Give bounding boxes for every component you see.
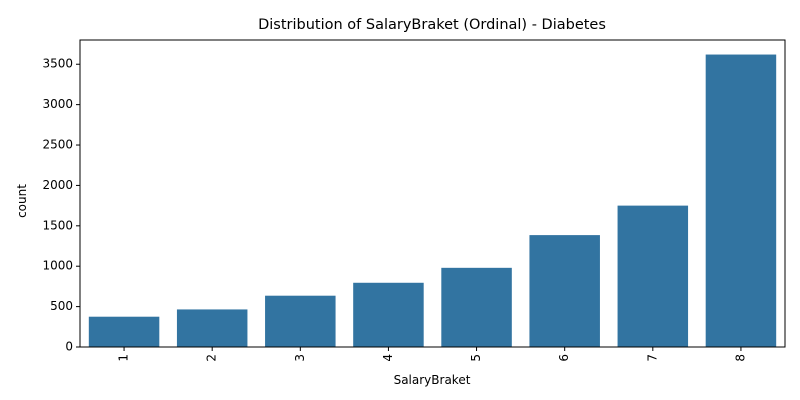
y-tick-label: 0 (65, 340, 73, 354)
bar-1 (88, 316, 160, 347)
x-tick-label: 6 (557, 354, 571, 362)
y-ticks-group: 0 500 1000 1500 2000 2500 3000 3500 (42, 57, 80, 354)
bar-7 (617, 205, 689, 347)
axes-group (79, 39, 786, 348)
x-tick-label: 7 (645, 354, 659, 362)
x-tick-label: 5 (469, 354, 483, 362)
bar-8 (705, 54, 777, 347)
y-tick-label: 500 (50, 299, 73, 313)
y-tick-label: 3000 (42, 97, 73, 111)
y-tick-label: 1500 (42, 218, 73, 232)
y-tick-label: 2000 (42, 178, 73, 192)
y-tick-label: 2500 (42, 138, 73, 152)
x-tick-label: 2 (205, 354, 219, 362)
bar-4 (353, 282, 424, 347)
plot-frame (79, 39, 786, 348)
x-tick-label: 4 (381, 354, 395, 362)
x-ticks-group: 1 2 3 4 5 6 7 8 (117, 347, 747, 362)
bars-group (88, 54, 777, 347)
chart-title: Distribution of SalaryBraket (Ordinal) -… (258, 17, 606, 33)
bar-3 (265, 295, 336, 347)
x-tick-label: 8 (733, 354, 747, 362)
x-tick-label: 1 (117, 354, 131, 362)
bar-2 (176, 309, 248, 347)
y-tick-label: 3500 (42, 57, 73, 71)
y-axis-label: count (15, 184, 29, 218)
x-axis-label: SalaryBraket (394, 373, 471, 387)
x-tick-label: 3 (293, 354, 307, 362)
bar-6 (529, 235, 600, 347)
bar-5 (441, 267, 512, 347)
y-tick-label: 1000 (42, 259, 73, 273)
